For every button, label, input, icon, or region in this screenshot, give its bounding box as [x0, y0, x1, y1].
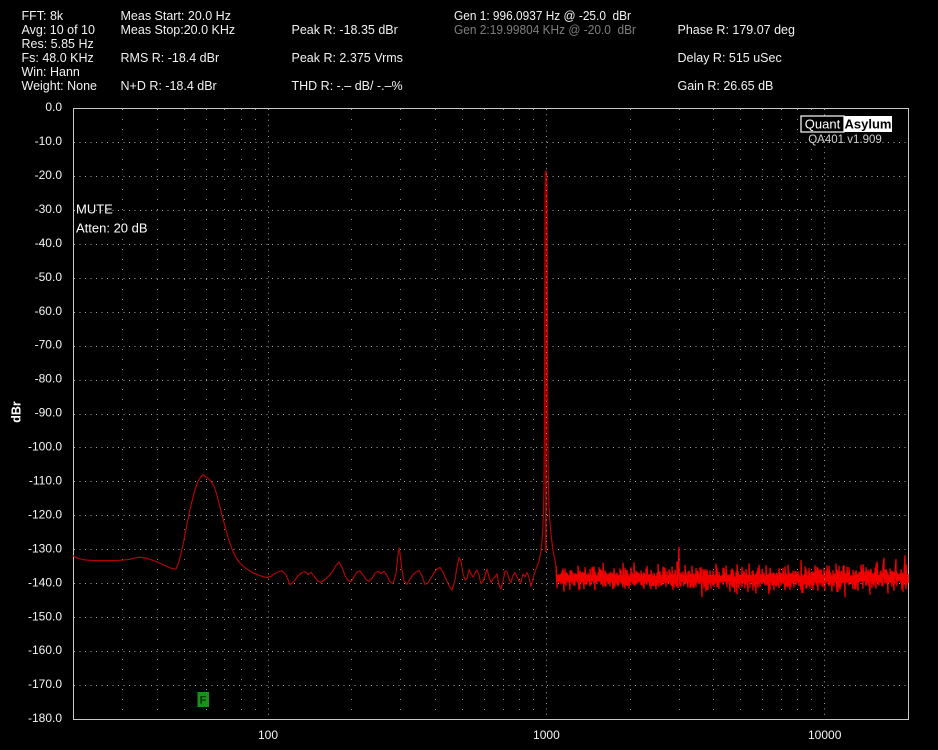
- svg-text:Phase R: 179.07 deg: Phase R: 179.07 deg: [678, 23, 795, 37]
- svg-text:-150.0: -150.0: [28, 609, 62, 623]
- svg-text:-90.0: -90.0: [35, 406, 63, 420]
- svg-text:-40.0: -40.0: [35, 236, 63, 250]
- svg-text:F: F: [200, 695, 207, 707]
- svg-text:-110.0: -110.0: [29, 474, 62, 488]
- svg-text:Res: 5.85 Hz: Res: 5.85 Hz: [22, 37, 94, 51]
- svg-text:-140.0: -140.0: [28, 575, 62, 589]
- svg-text:Weight: None: Weight: None: [22, 79, 98, 93]
- svg-text:-120.0: -120.0: [28, 507, 62, 521]
- svg-text:100: 100: [258, 728, 278, 742]
- svg-text:Meas Stop:20.0 KHz: Meas Stop:20.0 KHz: [121, 23, 236, 37]
- svg-text:0.0: 0.0: [45, 100, 62, 114]
- svg-text:Peak R: 2.375 Vrms: Peak R: 2.375 Vrms: [292, 51, 403, 65]
- svg-text:10000: 10000: [808, 728, 842, 742]
- svg-text:QA401 v1.909: QA401 v1.909: [808, 134, 882, 146]
- svg-text:Asylum: Asylum: [845, 117, 892, 132]
- svg-text:dBr: dBr: [10, 401, 24, 423]
- svg-text:Win: Hann: Win: Hann: [22, 65, 80, 79]
- svg-text:1000: 1000: [533, 728, 560, 742]
- svg-text:Fs: 48.0 KHz: Fs: 48.0 KHz: [22, 51, 94, 65]
- svg-text:-100.0: -100.0: [28, 440, 62, 454]
- svg-text:Delay R: 515 uSec: Delay R: 515 uSec: [678, 51, 782, 65]
- svg-text:-80.0: -80.0: [35, 372, 63, 386]
- svg-text:-10.0: -10.0: [35, 134, 63, 148]
- svg-text:THD R: -.– dB/ -.–%: THD R: -.– dB/ -.–%: [292, 79, 403, 93]
- svg-text:-60.0: -60.0: [35, 304, 63, 318]
- svg-text:Peak R: -18.35 dBr: Peak R: -18.35 dBr: [292, 23, 398, 37]
- svg-text:-30.0: -30.0: [35, 202, 63, 216]
- svg-text:-170.0: -170.0: [28, 677, 62, 691]
- svg-text:RMS R: -18.4 dBr: RMS R: -18.4 dBr: [121, 51, 220, 65]
- svg-text:Gen 2:19.99804 KHz @ -20.0 dB: Gen 2:19.99804 KHz @ -20.0 dBr: [454, 23, 636, 37]
- svg-text:Quant: Quant: [805, 117, 841, 132]
- svg-text:Gen 1: 996.0937 Hz @ -25.0 dB: Gen 1: 996.0937 Hz @ -25.0 dBr: [454, 9, 631, 23]
- svg-text:-50.0: -50.0: [35, 270, 63, 284]
- svg-text:Atten: 20 dB: Atten: 20 dB: [76, 221, 148, 236]
- svg-text:-180.0: -180.0: [28, 711, 62, 725]
- svg-text:N+D R: -18.4 dBr: N+D R: -18.4 dBr: [121, 79, 217, 93]
- svg-text:-160.0: -160.0: [28, 643, 62, 657]
- svg-text:FFT: 8k: FFT: 8k: [22, 9, 64, 23]
- svg-text:MUTE: MUTE: [76, 202, 113, 217]
- svg-text:-130.0: -130.0: [28, 541, 62, 555]
- svg-text:Meas Start: 20.0 Hz: Meas Start: 20.0 Hz: [121, 9, 231, 23]
- svg-text:-70.0: -70.0: [35, 338, 63, 352]
- svg-text:Avg: 10 of 10: Avg: 10 of 10: [22, 23, 95, 37]
- svg-text:-20.0: -20.0: [35, 168, 63, 182]
- svg-text:Gain R: 26.65 dB: Gain R: 26.65 dB: [678, 79, 774, 93]
